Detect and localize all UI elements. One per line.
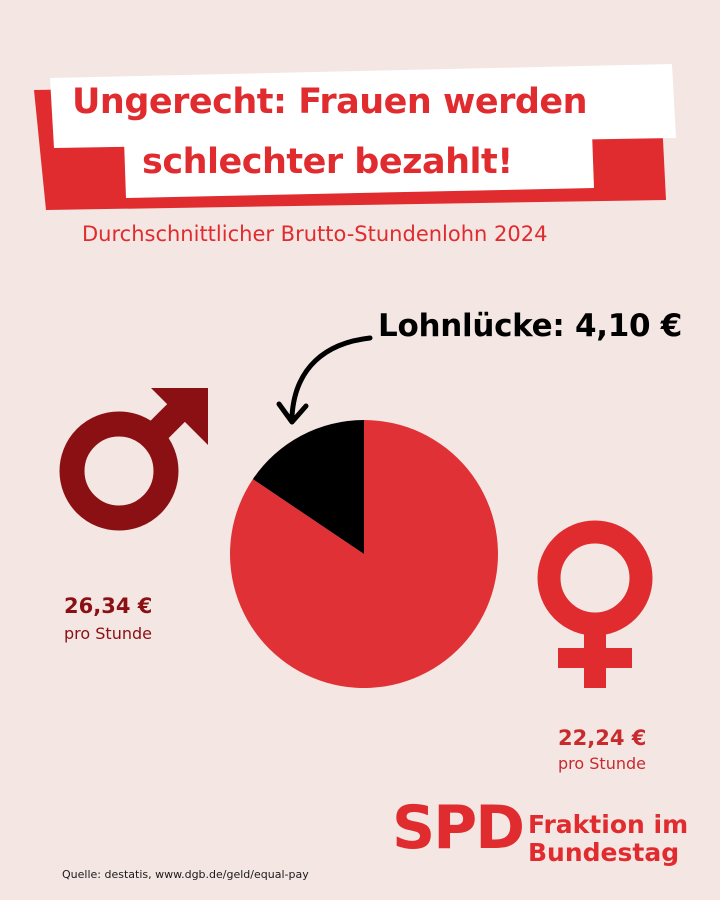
chart-subtitle: Durchschnittlicher Brutto-Stundenlohn 20… xyxy=(82,222,548,246)
banner-shapes xyxy=(34,64,676,210)
curved-arrow-icon xyxy=(276,335,373,425)
pie-chart xyxy=(230,420,498,688)
women-wage-value: 22,24 € xyxy=(558,726,647,750)
source-note: Quelle: destatis, www.dgb.de/geld/equal-… xyxy=(62,868,309,881)
page-title-line1: Ungerecht: Frauen werden xyxy=(72,82,588,122)
wage-gap-annotation: Lohnlücke: 4,10 € xyxy=(378,308,683,344)
women-wage-unit: pro Stunde xyxy=(558,754,646,773)
page-title-line2: schlechter bezahlt! xyxy=(142,142,513,182)
logo-line1: Fraktion im xyxy=(528,810,689,839)
spd-logo: SPD xyxy=(392,793,525,863)
pie-slice-wage-gap xyxy=(252,420,364,554)
men-wage-value: 26,34 € xyxy=(64,594,153,618)
logo-line2: Bundestag xyxy=(528,838,680,867)
male-symbol-icon xyxy=(59,388,208,531)
men-wage-unit: pro Stunde xyxy=(64,624,152,643)
title-banner: Ungerecht: Frauen werden schlechter beza… xyxy=(0,0,720,230)
female-symbol-icon xyxy=(537,520,653,688)
banner-box-bottom xyxy=(124,132,594,198)
banner-box-top xyxy=(50,64,676,148)
